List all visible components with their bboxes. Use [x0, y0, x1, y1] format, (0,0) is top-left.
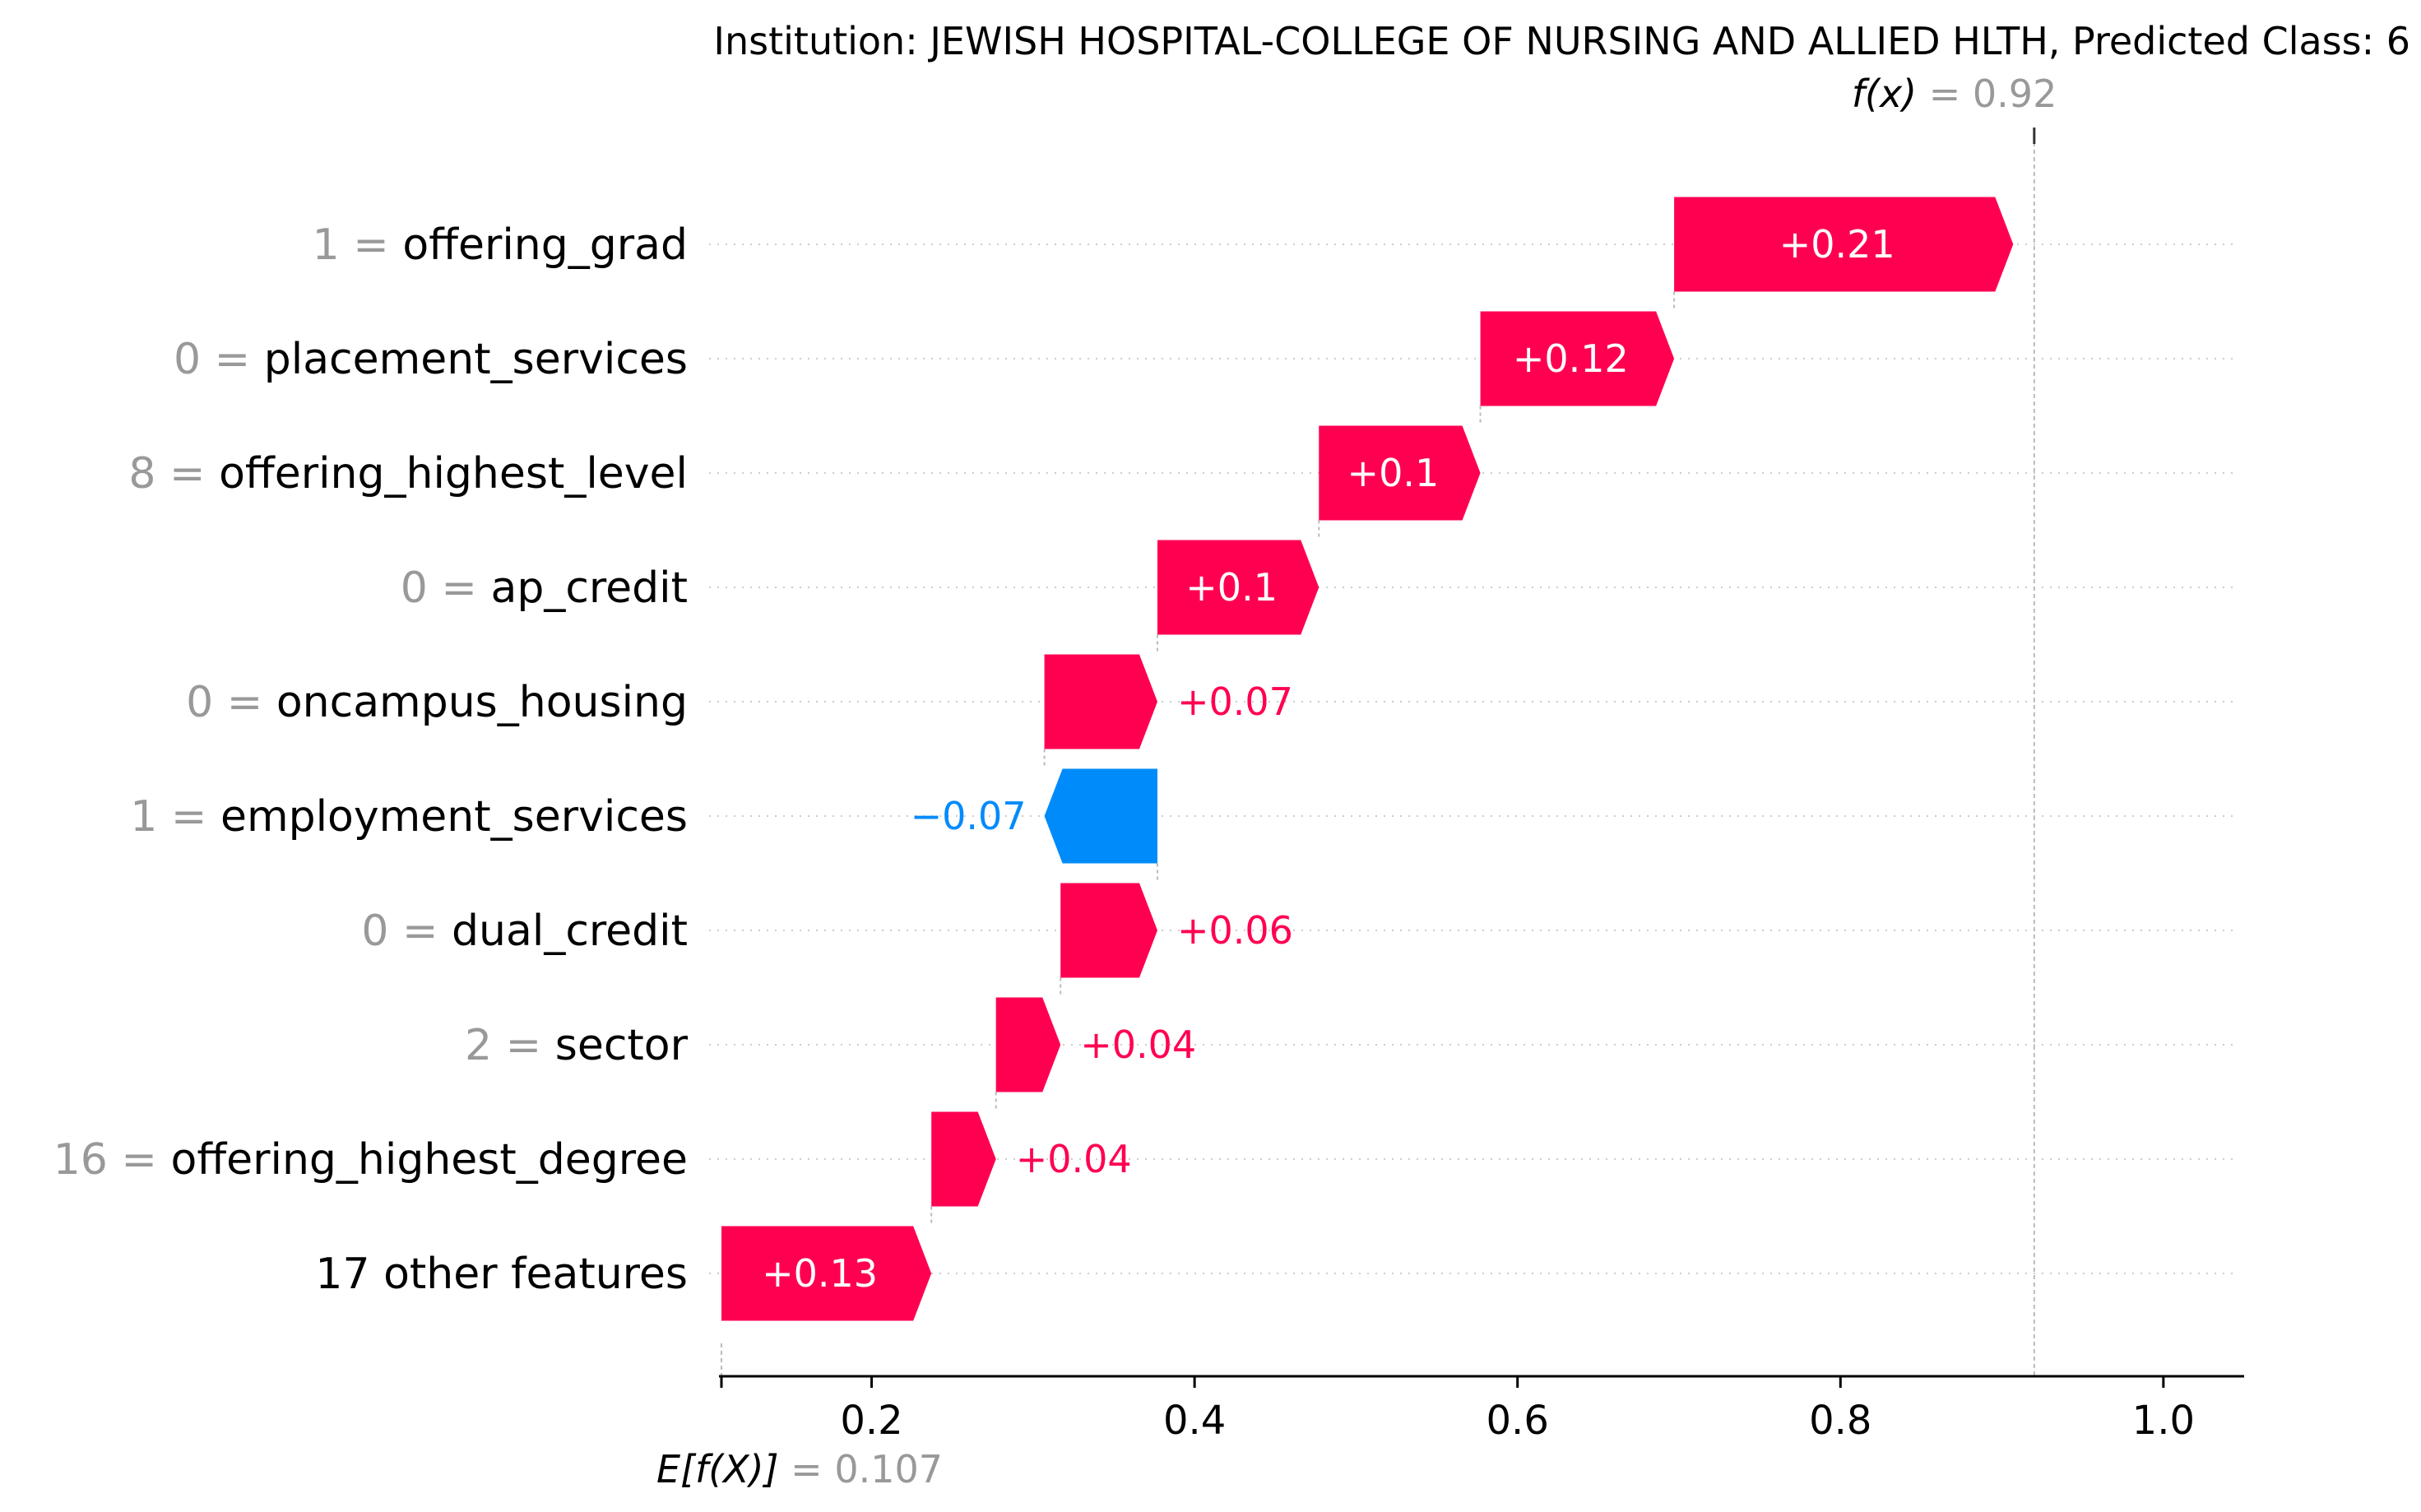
base-value-text: = 0.107 — [779, 1447, 943, 1491]
feature-value: 2 = — [465, 1021, 555, 1070]
bar-value-label: +0.06 — [1177, 908, 1293, 953]
feature-label: 0 = oncampus_housing — [186, 678, 688, 727]
bar-value-label: +0.04 — [1016, 1137, 1132, 1181]
bar-placement_services — [1480, 311, 1675, 406]
bar-dual_credit — [1060, 883, 1157, 978]
feature-label: 16 = offering_highest_degree — [53, 1135, 688, 1185]
feature-label: 17 other features — [315, 1250, 688, 1299]
feature-label: 2 = sector — [465, 1021, 689, 1070]
feature-value: 0 = — [401, 564, 491, 613]
bar-ap_credit — [1157, 540, 1319, 635]
feature-value: 0 = — [186, 678, 276, 727]
feature-name: dual_credit — [452, 907, 688, 956]
feature-name: ap_credit — [490, 564, 688, 613]
feature-label: 8 = offering_highest_level — [128, 449, 688, 499]
feature-name: oncampus_housing — [276, 678, 688, 727]
bar-offering_highest_level — [1319, 425, 1481, 521]
bar-value-label: +0.07 — [1177, 679, 1293, 724]
bar-value-label: +0.1 — [1347, 451, 1440, 495]
bar-sector — [995, 997, 1061, 1092]
x-tick-label: 0.6 — [1486, 1398, 1549, 1444]
feature-name: offering_highest_level — [219, 449, 688, 499]
value-markers: f(x) = 0.92 E[f(X)] = 0.107 — [656, 72, 2057, 1491]
feature-label: 1 = offering_grad — [313, 220, 688, 270]
feature-label: 1 = employment_services — [130, 792, 688, 842]
feature-name: 17 other features — [315, 1250, 688, 1299]
bars: +0.21 +0.12 +0.1 +0.1 +0.07 −0.07 +0.06 +0.04 +0… — [721, 197, 2014, 1321]
feature-value: 16 = — [53, 1135, 171, 1185]
feature-value: 1 = — [130, 792, 220, 842]
output-value-label: f(x) = 0.92 — [1852, 72, 2057, 116]
chart-title: Institution: JEWISH HOSPITAL-COLLEGE OF … — [713, 19, 2410, 63]
feature-name: sector — [555, 1021, 689, 1070]
x-tick-label: 0.4 — [1163, 1398, 1226, 1444]
base-label-text: E[f(X)] — [656, 1447, 779, 1491]
feature-value: 1 = — [313, 220, 403, 270]
bar-value-label: +0.04 — [1080, 1023, 1196, 1067]
bar-value-label: +0.12 — [1513, 336, 1629, 381]
x-tick-label: 1.0 — [2132, 1398, 2195, 1444]
feature-name: offering_grad — [402, 220, 688, 270]
bar-employment_services — [1044, 768, 1157, 864]
feature-name: employment_services — [220, 792, 688, 842]
x-tick-label: 0.8 — [1809, 1398, 1871, 1444]
feature-value: 0 = — [174, 335, 264, 384]
bar-value-label: +0.1 — [1185, 565, 1278, 610]
feature-label: 0 = dual_credit — [361, 907, 688, 956]
bar-offering_highest_degree — [931, 1111, 996, 1207]
bar-oncampus_housing — [1044, 654, 1157, 749]
base-value-label: E[f(X)] = 0.107 — [656, 1447, 943, 1491]
feature-labels: 1 = offering_grad 0 = placement_services 8… — [53, 220, 689, 1299]
feature-name: offering_highest_degree — [171, 1135, 689, 1185]
bar-17-other-features — [721, 1226, 932, 1321]
feature-name: placement_services — [264, 335, 688, 384]
x-axis: 0.2 0.4 0.6 0.8 1.0 — [719, 1375, 2244, 1444]
bar-value-label: +0.13 — [762, 1251, 878, 1296]
feature-value: 0 = — [361, 907, 452, 956]
output-label-text: f(x) — [1852, 72, 1917, 116]
feature-label: 0 = ap_credit — [401, 564, 688, 613]
bar-value-label: −0.07 — [911, 794, 1027, 838]
output-value-text: = 0.92 — [1917, 72, 2057, 116]
x-tick-label: 0.2 — [840, 1398, 902, 1444]
reference-lines — [721, 128, 2036, 1376]
bar-value-label: +0.21 — [1779, 222, 1895, 267]
bar-offering_grad — [1674, 197, 2014, 292]
feature-value: 8 = — [128, 449, 219, 499]
feature-label: 0 = placement_services — [174, 335, 688, 384]
